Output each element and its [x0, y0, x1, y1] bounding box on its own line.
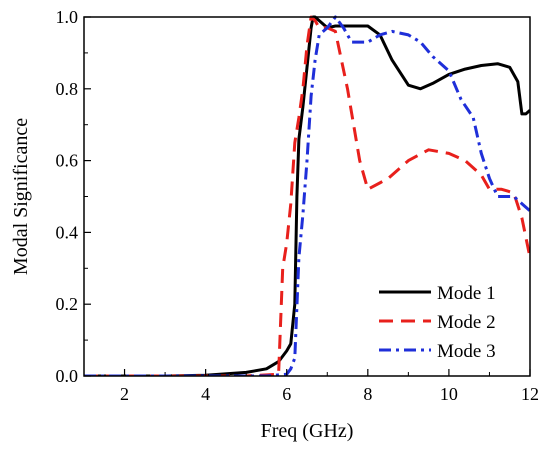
legend-label: Mode 1: [437, 283, 496, 304]
y-tick-label: 0.2: [56, 294, 79, 314]
series-line-mode-2: [84, 15, 530, 376]
y-tick-label: 0.0: [56, 366, 79, 386]
x-tick-label: 10: [440, 384, 458, 404]
series-line-mode-3: [84, 15, 530, 376]
x-tick-label: 8: [363, 384, 372, 404]
legend-label: Mode 3: [437, 341, 496, 362]
y-tick-label: 0.6: [56, 151, 79, 171]
legend: Mode 1 Mode 2 Mode 3: [379, 283, 496, 362]
x-tick-label: 6: [282, 384, 291, 404]
series-layer: [84, 15, 530, 376]
y-tick-label: 0.8: [56, 79, 79, 99]
y-axis-title: Modal Significance: [10, 118, 32, 275]
x-tick-label: 4: [201, 384, 210, 404]
x-tick-label: 12: [521, 384, 539, 404]
x-axis-title: Freq (GHz): [261, 420, 354, 442]
y-tick-label: 1.0: [56, 7, 79, 27]
x-tick-label: 2: [120, 384, 129, 404]
y-tick-label: 0.4: [56, 222, 79, 242]
ticks-layer: 2 4 6 8 10 12 0.0 0.2 0.4 0.6 0.8 1.0: [56, 7, 540, 404]
legend-label: Mode 2: [437, 312, 496, 333]
